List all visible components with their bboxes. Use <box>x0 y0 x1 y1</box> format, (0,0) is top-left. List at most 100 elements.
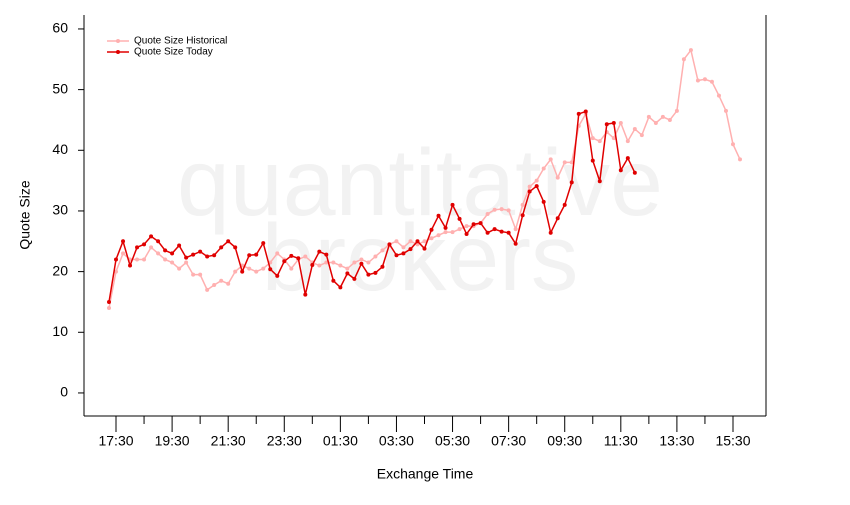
data-point <box>604 122 609 127</box>
x-tick-label: 21:30 <box>211 433 246 449</box>
y-axis-title: Quote Size <box>17 180 33 249</box>
y-tick-label: 30 <box>52 202 68 218</box>
data-point <box>520 213 525 218</box>
data-point <box>422 246 427 251</box>
data-point <box>233 269 238 274</box>
data-point <box>506 208 511 213</box>
legend-label: Quote Size Today <box>134 47 213 58</box>
x-tick-label: 11:30 <box>604 433 638 449</box>
data-point <box>408 239 413 244</box>
data-point <box>233 245 238 250</box>
data-point <box>128 263 133 268</box>
data-point <box>212 282 217 287</box>
data-point <box>478 221 483 226</box>
data-point <box>226 239 231 244</box>
data-point <box>205 254 210 259</box>
data-point <box>653 120 658 125</box>
x-tick-label: 15:30 <box>715 433 750 449</box>
data-point <box>562 160 567 165</box>
data-point <box>219 245 224 250</box>
data-point <box>730 142 735 147</box>
data-point <box>576 111 581 116</box>
data-point <box>149 245 154 250</box>
data-point <box>198 249 203 254</box>
legend-swatch <box>116 50 120 54</box>
data-point <box>527 189 532 194</box>
data-point <box>254 252 259 257</box>
data-point <box>583 109 588 114</box>
data-point <box>527 184 532 189</box>
data-point <box>401 245 406 250</box>
x-tick-label: 09:30 <box>547 433 582 449</box>
data-point <box>212 253 217 258</box>
data-point <box>702 77 707 82</box>
data-point <box>611 136 616 141</box>
data-point <box>191 272 196 277</box>
data-point <box>590 158 595 163</box>
data-point <box>695 78 700 83</box>
y-tick-label: 20 <box>52 262 68 278</box>
data-point <box>506 230 511 235</box>
data-point <box>450 202 455 207</box>
data-point <box>394 239 399 244</box>
data-point <box>114 257 119 262</box>
data-point <box>170 260 175 265</box>
data-point <box>380 264 385 269</box>
data-point <box>408 247 413 252</box>
data-point <box>541 166 546 171</box>
data-point <box>289 253 294 258</box>
legend-label: Quote Size Historical <box>134 36 227 47</box>
data-point <box>324 252 329 257</box>
data-point <box>436 233 441 238</box>
data-point <box>247 266 252 271</box>
data-point <box>709 79 714 84</box>
data-point <box>240 269 245 274</box>
data-point <box>331 260 336 265</box>
data-point <box>282 259 287 264</box>
data-point <box>317 249 322 254</box>
x-tick-label: 03:30 <box>379 433 414 449</box>
data-point <box>457 227 462 232</box>
data-point <box>107 299 111 304</box>
data-point <box>359 257 364 262</box>
data-point <box>541 199 546 204</box>
data-point <box>590 136 595 141</box>
data-point <box>345 266 350 271</box>
data-point <box>275 273 280 278</box>
data-point <box>471 222 476 227</box>
data-point <box>366 272 371 277</box>
y-tick-label: 10 <box>52 323 68 339</box>
data-point <box>177 266 182 271</box>
data-point <box>646 114 651 119</box>
series-line <box>108 110 636 303</box>
data-point <box>520 202 525 207</box>
data-point <box>443 230 448 235</box>
x-tick-label: 13:30 <box>659 433 694 449</box>
data-point <box>611 120 616 125</box>
data-point <box>716 93 721 98</box>
data-point <box>121 251 126 256</box>
data-point <box>548 230 553 235</box>
data-point <box>135 245 140 250</box>
data-point <box>184 260 189 265</box>
data-point <box>513 241 518 246</box>
data-point <box>289 266 294 271</box>
data-point <box>597 139 602 144</box>
data-point <box>247 253 252 258</box>
data-point <box>436 213 441 218</box>
watermark: quantitative <box>177 130 663 236</box>
data-point <box>555 216 560 221</box>
data-point <box>156 239 161 244</box>
data-point <box>429 236 434 241</box>
data-point <box>639 133 644 138</box>
data-point <box>485 230 490 235</box>
data-point <box>499 207 504 212</box>
data-point <box>191 252 196 257</box>
data-point <box>625 156 630 161</box>
data-point <box>688 48 693 53</box>
data-point <box>422 239 427 244</box>
data-point <box>562 202 567 207</box>
x-tick-label: 07:30 <box>491 433 526 449</box>
x-tick-label: 01:30 <box>323 433 358 449</box>
